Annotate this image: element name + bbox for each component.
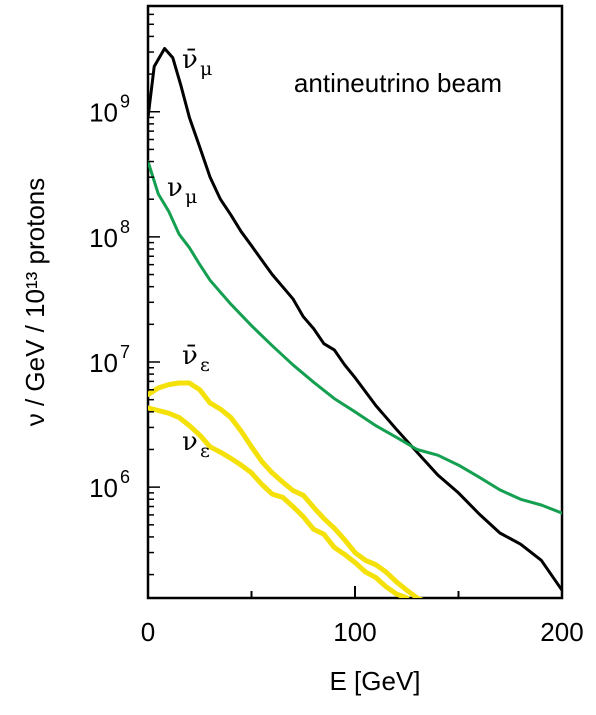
y-tick-exponent: 7 bbox=[120, 342, 130, 362]
x-tick-label: 0 bbox=[141, 617, 155, 647]
y-axis-title: ν / GeV / 10¹³ protons bbox=[20, 178, 50, 427]
series-line-2 bbox=[148, 380, 424, 598]
y-tick-exponent: 6 bbox=[120, 467, 130, 487]
series-line-3 bbox=[148, 405, 410, 598]
series-line-0 bbox=[148, 47, 562, 592]
series-label-3: ν bbox=[182, 427, 198, 457]
series-label-2: ν̄ bbox=[182, 341, 198, 371]
series-label-subscript-0: μ bbox=[200, 58, 212, 80]
y-tick-label: 10 bbox=[89, 348, 118, 378]
y-tick-label: 10 bbox=[89, 473, 118, 503]
y-tick-label: 10 bbox=[89, 98, 118, 128]
series-label-subscript-3: ε bbox=[200, 440, 210, 462]
series-label-0: ν̄ bbox=[182, 45, 198, 75]
series-layer bbox=[148, 47, 562, 598]
y-tick-exponent: 9 bbox=[120, 92, 130, 112]
series-label-layer: ν̄ μν μν̄ εν ε bbox=[167, 45, 212, 462]
y-tick-exponent: 8 bbox=[120, 217, 130, 237]
x-axis-title: E [GeV] bbox=[329, 666, 420, 696]
series-label-subscript-1: μ bbox=[185, 186, 197, 208]
x-tick-label: 100 bbox=[333, 617, 376, 647]
series-label-subscript-2: ε bbox=[200, 354, 210, 376]
series-label-1: ν bbox=[167, 173, 183, 203]
x-tick-label: 200 bbox=[540, 617, 583, 647]
series-line-1 bbox=[148, 160, 562, 515]
y-tick-label: 10 bbox=[89, 223, 118, 253]
annotation-text: antineutrino beam bbox=[294, 68, 502, 98]
